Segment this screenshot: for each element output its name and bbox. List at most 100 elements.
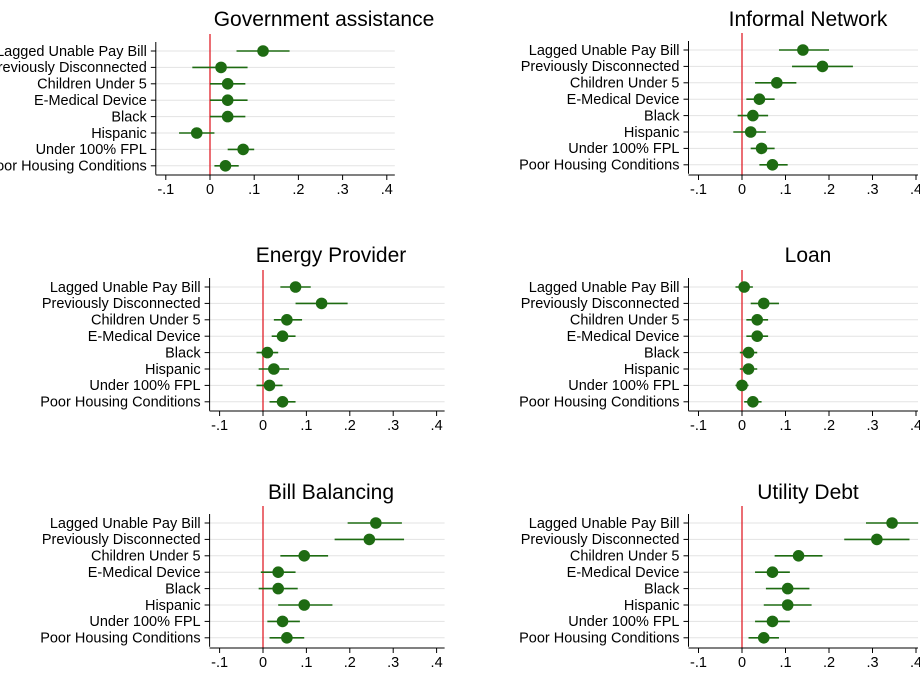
panel-title: Bill Balancing <box>268 481 394 504</box>
point-estimate <box>781 582 794 595</box>
x-tick-label: .1 <box>300 418 312 434</box>
point-estimate <box>766 159 779 171</box>
x-tick-label: .4 <box>431 418 443 434</box>
point-estimate <box>281 632 293 644</box>
row-label: Lagged Unable Pay Bill <box>50 516 201 532</box>
row-label: Lagged Unable Pay Bill <box>529 516 680 532</box>
point-estimate <box>276 615 289 628</box>
row-label: Black <box>165 345 201 361</box>
point-estimate <box>751 314 764 326</box>
row-label: Hispanic <box>145 598 201 614</box>
row-label: Children Under 5 <box>91 549 201 565</box>
panel-title: Energy Provider <box>256 244 407 267</box>
row-label: Poor Housing Conditions <box>519 158 679 174</box>
row-label: Lagged Unable Pay Bill <box>0 44 147 60</box>
row-label: Black <box>111 109 147 125</box>
row-label: E-Medical Device <box>567 92 680 108</box>
row-label: Black <box>644 345 680 361</box>
row-label: Previously Disconnected <box>521 59 680 75</box>
panel-3: Energy Provider Lagged Unable Pay BillPre… <box>40 244 445 434</box>
x-tick-label: .1 <box>779 182 791 198</box>
point-estimate <box>221 78 234 90</box>
point-estimate <box>753 93 766 105</box>
x-tick-label: 0 <box>259 655 267 671</box>
point-estimate <box>751 330 764 343</box>
x-tick-label: -.1 <box>690 182 707 198</box>
point-estimate <box>744 126 757 138</box>
point-estimate <box>757 297 770 310</box>
point-estimate <box>363 533 376 546</box>
point-estimate <box>886 517 898 529</box>
x-tick-label: -.1 <box>211 655 228 671</box>
x-tick-label: .2 <box>344 418 356 434</box>
x-tick-label: .3 <box>866 655 878 671</box>
point-estimate <box>315 297 328 310</box>
row-label: Hispanic <box>624 362 680 378</box>
row-label: Under 100% FPL <box>89 614 200 630</box>
row-label: Children Under 5 <box>37 77 147 93</box>
panel-1: Government assistance Lagged Unable Pay B… <box>0 8 434 198</box>
row-label: E-Medical Device <box>567 329 680 345</box>
panel-title: Utility Debt <box>757 481 859 504</box>
point-estimate <box>272 582 284 595</box>
row-label: Hispanic <box>145 362 201 378</box>
point-estimate <box>738 281 750 293</box>
x-tick-label: .1 <box>248 182 260 198</box>
x-tick-label: .3 <box>866 418 878 434</box>
x-tick-label: 0 <box>738 655 746 671</box>
row-label: Under 100% FPL <box>36 142 147 158</box>
row-label: Previously Disconnected <box>42 532 201 548</box>
row-label: Under 100% FPL <box>568 378 679 394</box>
point-estimate <box>298 550 311 562</box>
point-estimate <box>755 142 768 155</box>
point-estimate <box>219 160 232 172</box>
x-tick-label: -.1 <box>211 418 228 434</box>
row-label: Hispanic <box>91 126 147 142</box>
row-label: Previously Disconnected <box>521 532 680 548</box>
point-estimate <box>766 615 779 628</box>
x-tick-label: .2 <box>292 182 304 198</box>
x-tick-label: 0 <box>738 418 746 434</box>
point-estimate <box>221 94 234 106</box>
row-label: Black <box>644 108 680 124</box>
x-tick-label: .4 <box>431 655 443 671</box>
point-estimate <box>792 550 805 562</box>
x-tick-label: 0 <box>206 182 214 198</box>
row-label: Previously Disconnected <box>521 296 680 312</box>
row-label: E-Medical Device <box>567 565 680 581</box>
point-estimate <box>190 127 203 139</box>
point-estimate <box>370 517 382 529</box>
x-tick-label: .2 <box>344 655 356 671</box>
row-label: Black <box>165 581 201 597</box>
row-label: Poor Housing Conditions <box>40 395 200 411</box>
point-estimate <box>215 61 227 74</box>
row-label: Lagged Unable Pay Bill <box>529 280 680 296</box>
row-label: E-Medical Device <box>88 565 201 581</box>
x-tick-label: .4 <box>910 655 920 671</box>
x-tick-label: .3 <box>387 655 399 671</box>
x-tick-label: -.1 <box>690 655 707 671</box>
point-estimate <box>237 143 249 156</box>
point-estimate <box>781 599 794 611</box>
panel-5: Bill Balancing Lagged Unable Pay BillPrev… <box>40 481 445 671</box>
panel-6: Utility Debt Lagged Unable Pay BillPrevio… <box>519 481 920 671</box>
point-estimate <box>268 363 280 375</box>
point-estimate <box>261 346 274 359</box>
row-label: Poor Housing Conditions <box>519 395 679 411</box>
x-tick-label: -.1 <box>690 418 707 434</box>
x-tick-label: .3 <box>866 182 878 198</box>
x-tick-label: .3 <box>387 418 399 434</box>
row-label: Children Under 5 <box>570 313 680 329</box>
row-label: E-Medical Device <box>34 93 147 109</box>
point-estimate <box>871 533 883 546</box>
point-estimate <box>257 45 269 57</box>
point-estimate <box>276 330 289 343</box>
panel-title: Loan <box>785 244 832 267</box>
row-label: Under 100% FPL <box>568 141 679 157</box>
row-label: Children Under 5 <box>570 549 680 565</box>
row-label: Poor Housing Conditions <box>0 159 147 175</box>
x-tick-label: .1 <box>779 655 791 671</box>
panel-title: Government assistance <box>214 8 435 31</box>
